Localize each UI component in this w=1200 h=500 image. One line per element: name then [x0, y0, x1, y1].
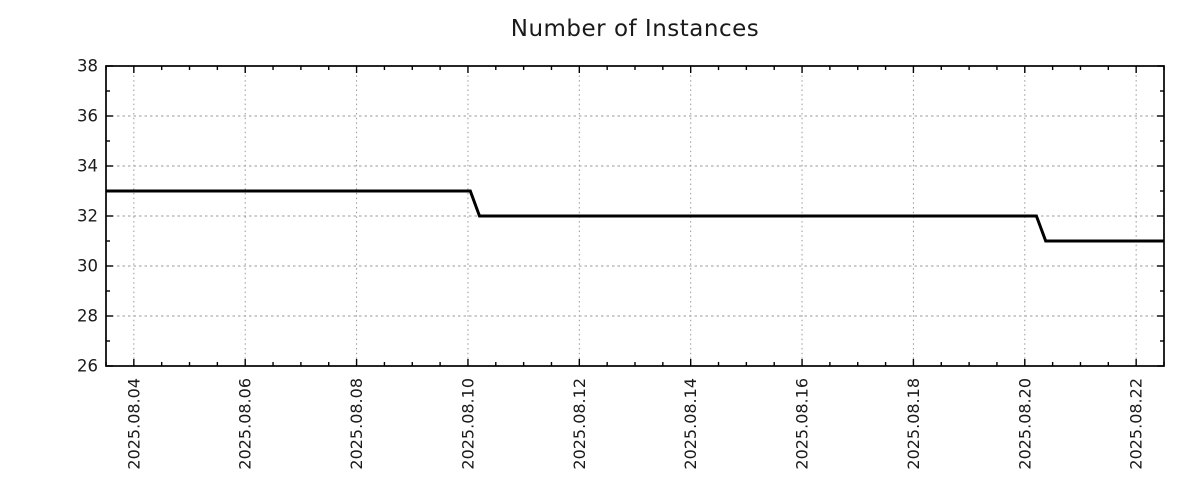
y-tick-label: 28 [77, 307, 98, 326]
x-tick-label: 2025.08.10 [458, 378, 477, 470]
y-tick-label: 36 [77, 107, 98, 126]
y-tick-label: 26 [77, 357, 98, 376]
y-tick-label: 30 [77, 257, 98, 276]
x-tick-label: 2025.08.18 [904, 378, 923, 470]
y-tick-label: 34 [77, 157, 98, 176]
x-tick-label: 2025.08.16 [793, 378, 812, 470]
y-tick-label: 38 [77, 57, 98, 76]
y-tick-label: 32 [77, 207, 98, 226]
x-tick-label: 2025.08.22 [1127, 378, 1146, 470]
x-tick-label: 2025.08.20 [1015, 378, 1034, 470]
x-tick-label: 2025.08.04 [124, 378, 143, 470]
x-tick-label: 2025.08.12 [570, 378, 589, 470]
chart-title: Number of Instances [510, 16, 760, 42]
data-series-line [106, 189, 1164, 243]
x-tick-label: 2025.08.14 [681, 378, 700, 470]
x-tick-label: 2025.08.08 [347, 378, 366, 470]
x-tick-label: 2025.08.06 [236, 378, 255, 470]
